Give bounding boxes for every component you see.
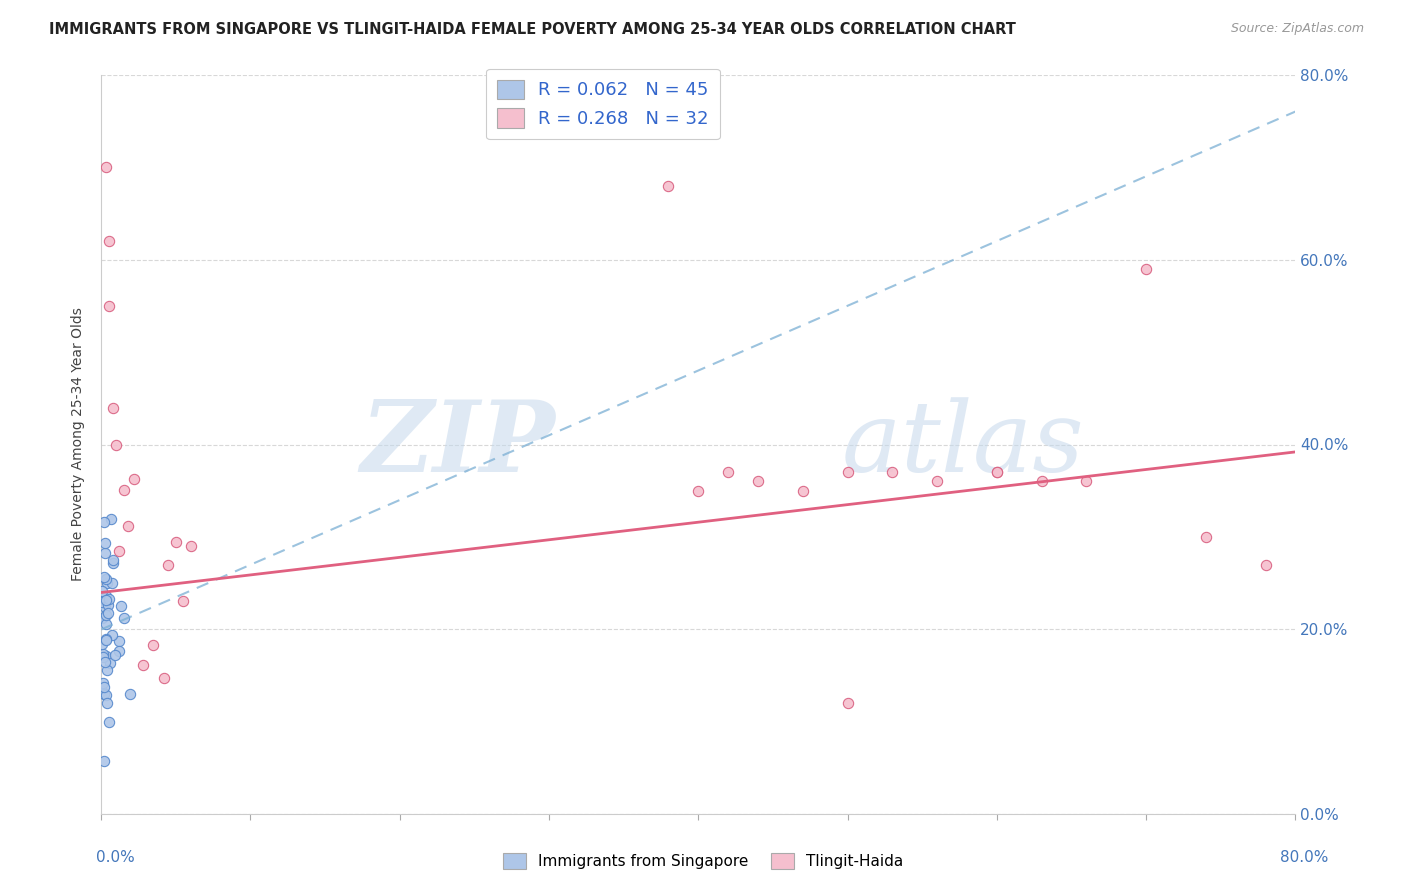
Y-axis label: Female Poverty Among 25-34 Year Olds: Female Poverty Among 25-34 Year Olds <box>72 308 86 582</box>
Point <box>153 672 176 686</box>
Point <box>122 472 145 486</box>
Point <box>91 583 114 598</box>
Text: 80.0%: 80.0% <box>1281 850 1329 865</box>
Point <box>110 599 132 613</box>
Point <box>96 608 118 623</box>
Point <box>142 638 165 652</box>
Point <box>94 160 117 174</box>
Point <box>91 650 114 665</box>
Point <box>94 573 117 587</box>
Point <box>688 483 710 498</box>
Legend: R = 0.062   N = 45, R = 0.268   N = 32: R = 0.062 N = 45, R = 0.268 N = 32 <box>486 69 720 139</box>
Point <box>91 611 114 625</box>
Point <box>100 576 122 591</box>
Point <box>94 599 117 614</box>
Point <box>112 483 135 497</box>
Point <box>93 655 115 669</box>
Point <box>1195 530 1218 544</box>
Point <box>103 553 125 567</box>
Point <box>986 465 1008 479</box>
Point <box>98 592 121 607</box>
Point <box>165 535 187 549</box>
Point <box>96 696 118 710</box>
Point <box>97 234 120 248</box>
Text: IMMIGRANTS FROM SINGAPORE VS TLINGIT-HAIDA FEMALE POVERTY AMONG 25-34 YEAR OLDS : IMMIGRANTS FROM SINGAPORE VS TLINGIT-HAI… <box>49 22 1017 37</box>
Point <box>97 299 120 313</box>
Point <box>837 697 859 711</box>
Point <box>657 178 679 193</box>
Point <box>101 628 124 642</box>
Point <box>747 475 769 489</box>
Point <box>100 512 122 526</box>
Point <box>96 663 118 677</box>
Point <box>108 634 131 648</box>
Point <box>1254 558 1277 572</box>
Point <box>94 648 117 663</box>
Point <box>112 611 135 625</box>
Point <box>93 536 115 550</box>
Point <box>91 676 114 690</box>
Point <box>132 657 155 672</box>
Point <box>1076 475 1098 489</box>
Point <box>96 589 118 603</box>
Point <box>94 632 117 647</box>
Point <box>97 599 120 613</box>
Point <box>91 595 114 609</box>
Point <box>882 465 904 479</box>
Point <box>94 688 117 702</box>
Point <box>986 465 1008 479</box>
Point <box>927 475 949 489</box>
Point <box>98 656 121 670</box>
Point <box>91 648 114 662</box>
Point <box>108 544 131 558</box>
Point <box>108 644 131 658</box>
Point <box>91 683 114 698</box>
Point <box>93 570 115 584</box>
Point <box>104 648 127 662</box>
Point <box>93 516 115 530</box>
Point <box>792 483 814 498</box>
Point <box>101 556 124 570</box>
Point <box>1031 475 1053 489</box>
Point <box>157 558 180 572</box>
Text: atlas: atlas <box>842 397 1084 492</box>
Point <box>117 518 139 533</box>
Point <box>101 401 124 415</box>
Point <box>717 465 740 479</box>
Point <box>93 681 115 695</box>
Text: ZIP: ZIP <box>360 396 555 492</box>
Point <box>118 687 141 701</box>
Legend: Immigrants from Singapore, Tlingit-Haida: Immigrants from Singapore, Tlingit-Haida <box>496 847 910 875</box>
Point <box>93 546 115 560</box>
Point <box>91 637 114 651</box>
Point <box>98 714 121 729</box>
Text: Source: ZipAtlas.com: Source: ZipAtlas.com <box>1230 22 1364 36</box>
Point <box>1135 261 1157 276</box>
Point <box>94 633 117 648</box>
Point <box>94 593 117 607</box>
Point <box>172 594 194 608</box>
Point <box>96 607 118 621</box>
Point <box>96 575 118 590</box>
Point <box>180 539 202 553</box>
Point <box>93 687 115 701</box>
Text: 0.0%: 0.0% <box>96 850 135 865</box>
Point <box>96 616 118 631</box>
Point <box>93 755 115 769</box>
Point <box>105 437 128 451</box>
Point <box>837 465 859 479</box>
